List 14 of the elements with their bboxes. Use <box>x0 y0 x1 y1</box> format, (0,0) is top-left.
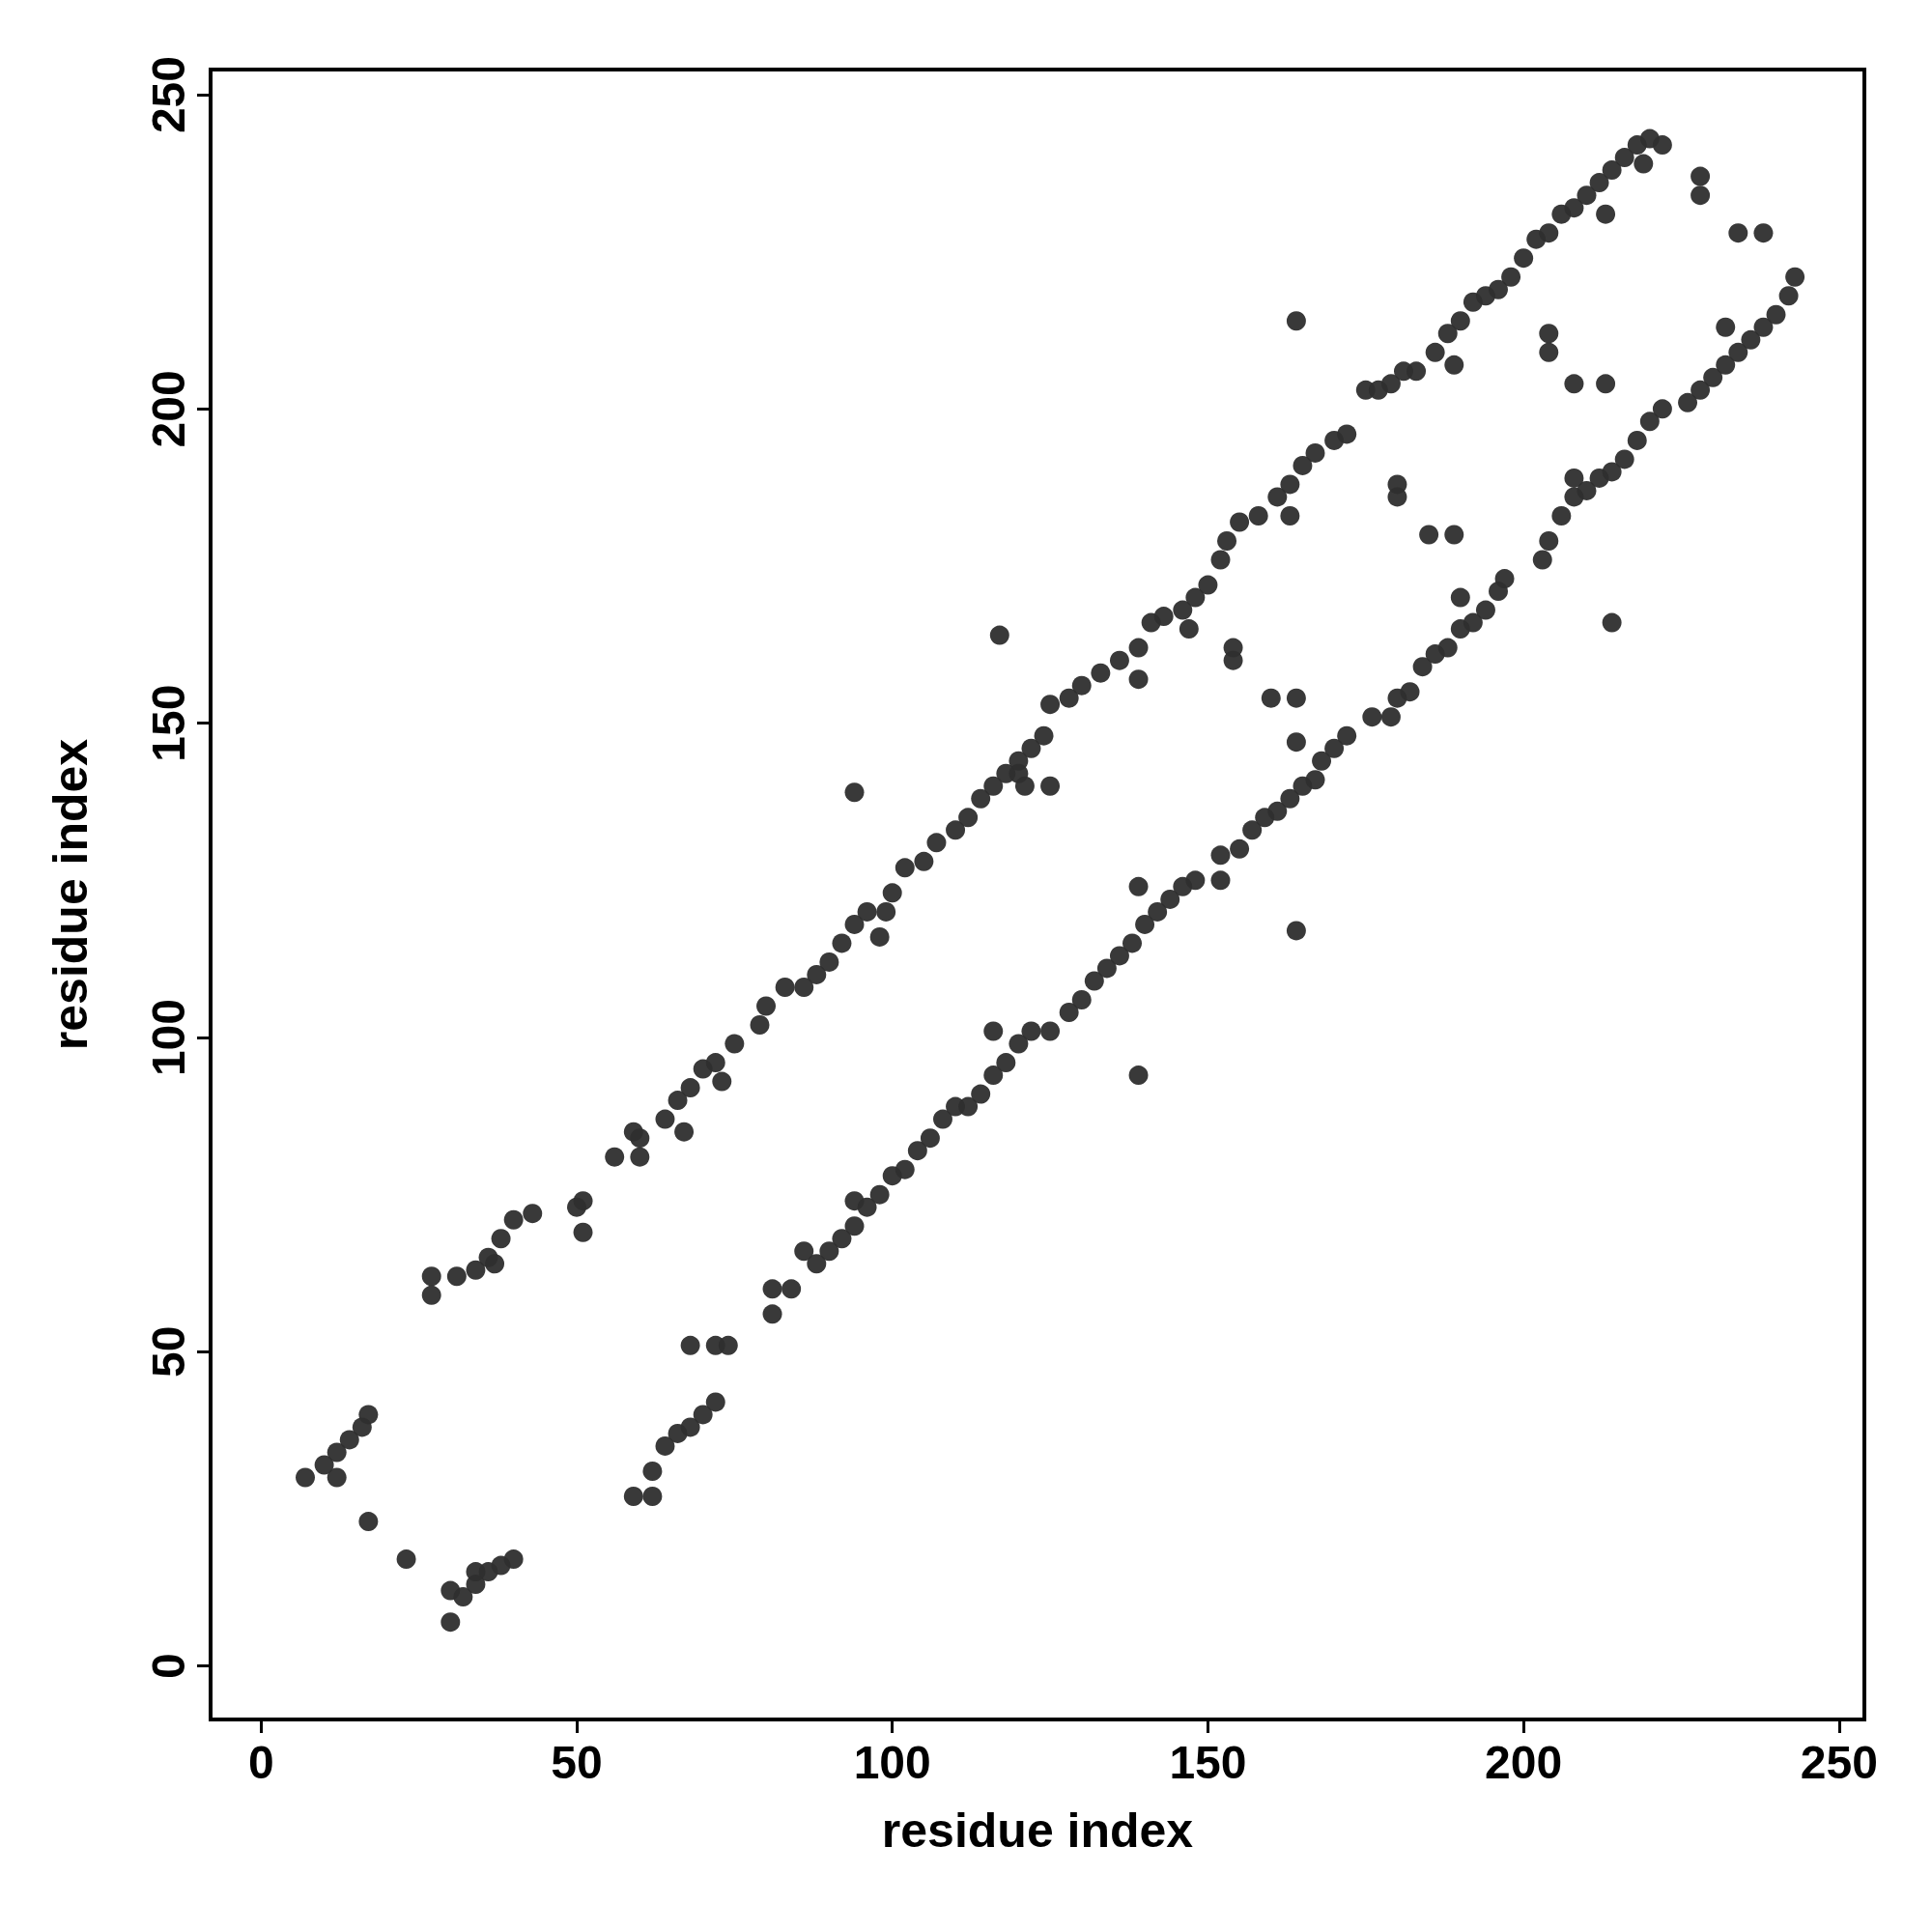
x-axis-title: residue index <box>881 1804 1194 1858</box>
y-tick-label: 50 <box>142 1325 194 1378</box>
y-tick-label: 100 <box>142 998 194 1077</box>
x-tick-label: 100 <box>853 1736 931 1788</box>
x-tick-label: 250 <box>1800 1736 1878 1788</box>
y-tick-label: 250 <box>142 55 194 134</box>
y-tick-label: 200 <box>142 370 194 448</box>
x-tick-label: 200 <box>1485 1736 1563 1788</box>
x-tick-label: 0 <box>247 1736 274 1788</box>
x-tick-label: 50 <box>551 1736 603 1788</box>
x-tick-label: 150 <box>1169 1736 1247 1788</box>
y-tick-label: 150 <box>142 684 194 762</box>
y-tick-label: 0 <box>142 1653 194 1680</box>
y-axis-title: residue index <box>43 738 98 1051</box>
